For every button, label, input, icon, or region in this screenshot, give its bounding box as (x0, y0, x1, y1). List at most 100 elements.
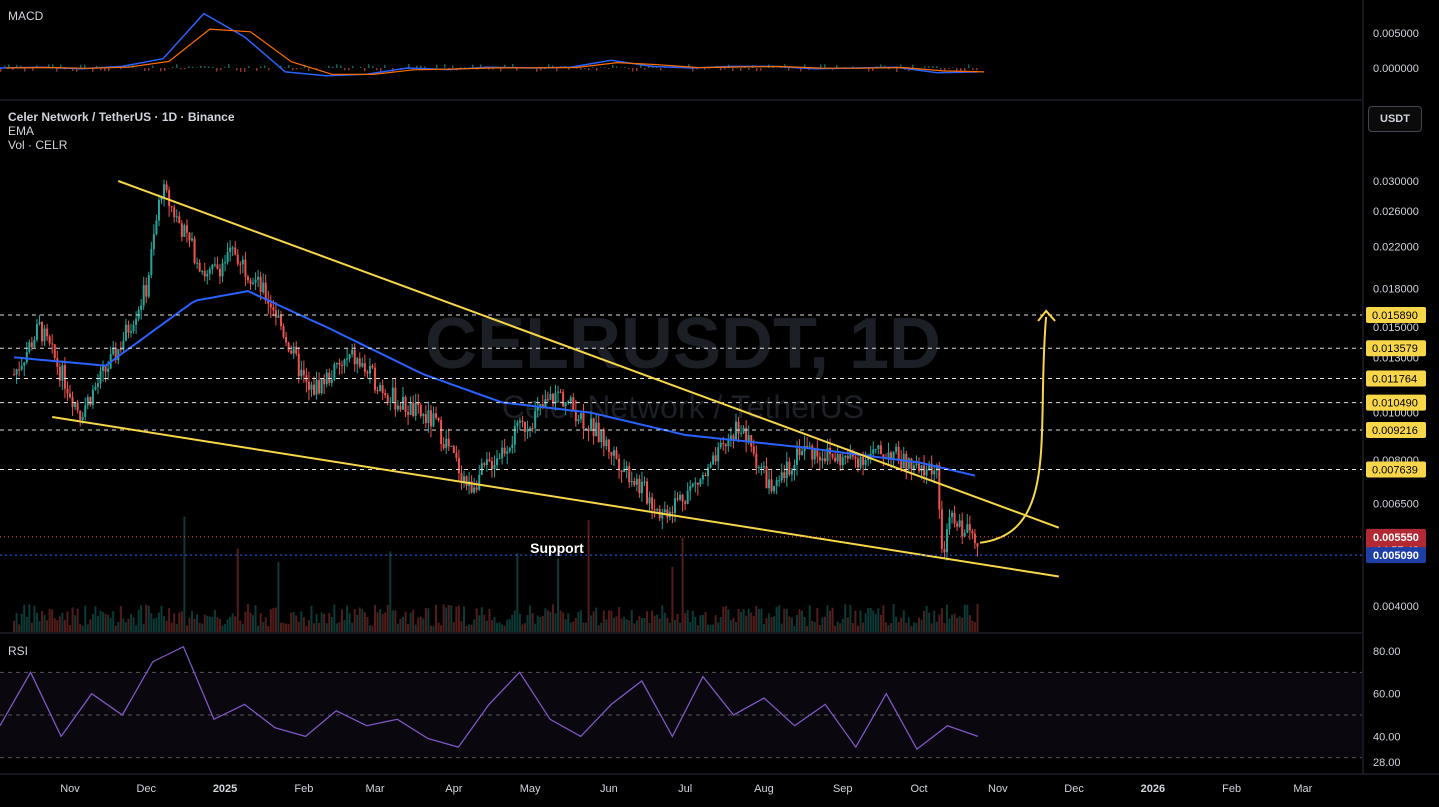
candle-body (976, 543, 978, 547)
candle-body (486, 459, 488, 465)
candle-body (392, 388, 394, 402)
macd-hist-bar (596, 68, 598, 71)
candle-body (239, 264, 241, 265)
candle-body (933, 471, 935, 475)
volume-bar (875, 614, 877, 632)
macd-hist-bar (628, 68, 630, 69)
candle-body (227, 252, 229, 262)
candle-body (44, 329, 46, 342)
candle-body (178, 216, 180, 223)
volume-bar (323, 614, 325, 632)
candle-body (460, 473, 462, 482)
candle-body (244, 260, 246, 277)
candle-body (318, 380, 320, 393)
macd-hist-bar (580, 68, 582, 70)
candle-body (488, 459, 490, 461)
volume-bar (346, 606, 348, 632)
volume-bar (277, 562, 279, 632)
macd-hist-bar (192, 67, 194, 68)
candle-body (521, 421, 523, 422)
volume-bar (338, 622, 340, 632)
candle-body (506, 451, 508, 453)
price-axis-tick: 0.006500 (1373, 499, 1419, 511)
candle-body (641, 482, 643, 493)
volume-bar (242, 624, 244, 632)
volume-bar (745, 615, 747, 632)
macd-hist-bar (168, 68, 170, 69)
volume-bar (791, 618, 793, 632)
candle-body (265, 283, 267, 301)
candle-body (443, 444, 445, 448)
volume-bar (527, 615, 529, 632)
candle-body (382, 385, 384, 393)
volume-bar (13, 621, 15, 632)
candle-body (275, 310, 277, 317)
volume-bar (255, 605, 257, 632)
symbol-title[interactable]: Celer Network / TetherUS · 1D · Binance (8, 110, 235, 124)
candle-body (483, 463, 485, 465)
candle-body (405, 397, 407, 412)
candle-body (432, 413, 434, 426)
macd-hist-bar (348, 68, 350, 70)
volume-bar (122, 618, 124, 632)
volume-bar (392, 610, 394, 632)
currency-button[interactable]: USDT (1368, 106, 1422, 132)
volume-bar (689, 622, 691, 632)
volume-bar (295, 615, 297, 632)
time-axis-tick: Feb (294, 783, 313, 795)
volume-bar (926, 606, 928, 632)
macd-hist-bar (184, 68, 186, 69)
volume-bar (870, 608, 872, 632)
volume-bar (102, 612, 104, 632)
volume-bar (771, 617, 773, 632)
volume-bar (852, 623, 854, 632)
volume-bar (610, 611, 612, 632)
ema-indicator-label[interactable]: EMA (8, 124, 235, 138)
volume-bar (224, 624, 226, 632)
candle-body (308, 382, 310, 390)
candle-body (280, 315, 282, 326)
volume-bar (125, 622, 127, 632)
candle-body (100, 371, 102, 383)
volume-bar (471, 625, 473, 632)
candle-body (199, 263, 201, 272)
candle-body (105, 366, 107, 372)
candle-body (252, 283, 254, 284)
volume-bar (69, 625, 71, 632)
candle-body (582, 413, 584, 429)
candle-body (534, 411, 536, 429)
volume-bar (249, 613, 251, 632)
volume-bar (720, 617, 722, 632)
candle-body (166, 184, 168, 190)
macd-hist-bar (600, 67, 602, 68)
volume-bar (750, 613, 752, 632)
volume-bar (628, 620, 630, 632)
volume-bar (623, 617, 625, 632)
candle-body (494, 465, 496, 469)
volume-bar (758, 609, 760, 632)
volume-bar (608, 610, 610, 632)
macd-hist-bar (120, 68, 122, 69)
volume-bar (577, 612, 579, 632)
volume-bar (834, 626, 836, 632)
candle-body (77, 402, 79, 410)
candle-body (560, 392, 562, 393)
volume-bar (260, 613, 262, 632)
volume-indicator-label[interactable]: Vol · CELR (8, 138, 235, 152)
support-label: Support (530, 540, 584, 556)
candle-body (229, 248, 231, 253)
macd-hist-bar (936, 66, 938, 68)
candle-body (316, 380, 318, 395)
macd-hist-bar (284, 67, 286, 68)
candle-body (758, 467, 760, 468)
candle-body (699, 479, 701, 484)
volume-bar (692, 611, 694, 632)
volume-bar (806, 626, 808, 632)
volume-bar (504, 626, 506, 632)
candle-body (689, 486, 691, 490)
volume-bar (369, 625, 371, 632)
volume-bar (631, 610, 633, 632)
candle-body (956, 524, 958, 527)
volume-bar (893, 604, 895, 632)
candle-body (636, 479, 638, 485)
